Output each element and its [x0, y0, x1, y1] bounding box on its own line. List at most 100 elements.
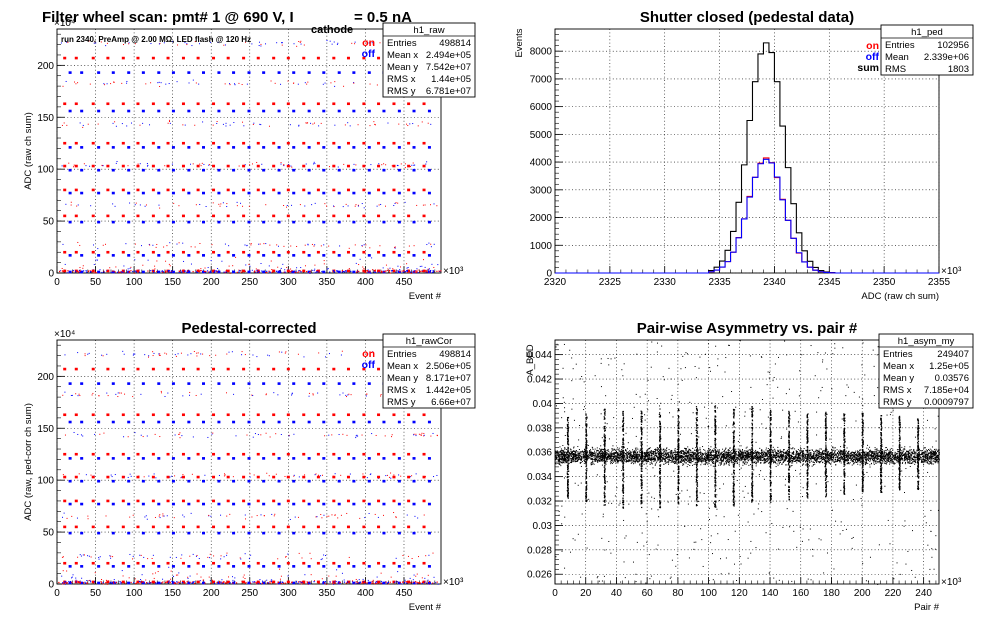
on-cluster — [166, 525, 170, 529]
asym-point — [889, 448, 891, 450]
baseline-point — [114, 582, 116, 584]
sample-point — [151, 557, 153, 559]
off-cluster — [171, 168, 175, 172]
asym-point — [792, 448, 794, 450]
on-cluster — [106, 525, 110, 529]
asym-point — [837, 457, 839, 459]
sample-point — [120, 583, 122, 585]
sample-point — [200, 268, 202, 270]
asym-point — [628, 452, 630, 454]
asym-point — [631, 458, 633, 460]
off-cluster — [397, 220, 401, 224]
on-cluster — [136, 367, 140, 371]
sample-point — [306, 83, 308, 85]
baseline-point — [279, 270, 281, 272]
baseline-point — [316, 270, 318, 273]
asym-point — [854, 455, 856, 457]
y-tick-label: 0.028 — [527, 545, 552, 556]
on-cluster — [181, 452, 185, 456]
asym-point — [571, 450, 573, 452]
baseline-point — [154, 581, 156, 584]
sample-point — [76, 205, 78, 207]
off-cluster — [337, 146, 341, 149]
off-cluster — [322, 146, 326, 149]
asym-point — [813, 459, 815, 461]
baseline-point — [145, 582, 148, 584]
baseline-point — [249, 582, 252, 584]
sample-point — [229, 124, 231, 126]
asym-point — [637, 453, 639, 455]
baseline-point — [266, 270, 268, 272]
y-tick-label: 0.032 — [527, 497, 552, 508]
sample-point — [280, 83, 282, 85]
asym-point — [858, 456, 860, 458]
sample-point — [397, 265, 399, 267]
asym-point — [594, 452, 596, 454]
baseline-point — [394, 581, 396, 583]
on-cluster — [302, 561, 306, 565]
baseline-point — [135, 271, 137, 273]
sample-point — [139, 163, 141, 165]
asym-point — [924, 447, 926, 449]
baseline-point — [416, 271, 418, 273]
stats-box — [382, 22, 476, 98]
sample-point — [341, 572, 343, 574]
asym-point — [867, 448, 869, 450]
asym-point — [606, 458, 608, 460]
sample-point — [235, 435, 237, 437]
asym-point — [556, 454, 558, 456]
asym-point — [864, 458, 866, 460]
off-cluster — [262, 168, 266, 172]
on-cluster — [392, 102, 396, 106]
baseline-point — [371, 582, 373, 585]
sample-point — [346, 434, 348, 436]
baseline-point — [242, 581, 244, 583]
off-cluster — [111, 71, 115, 74]
off-cluster — [68, 420, 72, 424]
sample-point — [153, 352, 155, 354]
asym-point — [617, 452, 619, 454]
baseline-point — [361, 581, 364, 583]
asym-point — [919, 456, 921, 458]
sample-point — [229, 272, 231, 274]
on-cluster — [422, 561, 426, 565]
asym-point — [624, 460, 626, 462]
on-cluster — [181, 250, 185, 254]
x-tick-label: 80 — [672, 588, 684, 599]
asym-point — [903, 451, 905, 453]
on-cluster — [121, 452, 125, 456]
asym-point — [867, 462, 869, 464]
asym-point — [755, 457, 757, 459]
asym-point — [764, 459, 766, 461]
asym-point — [708, 450, 710, 452]
sample-point — [411, 164, 413, 166]
asym-point — [923, 458, 925, 460]
baseline-point — [269, 581, 271, 583]
asym-point — [752, 457, 754, 459]
asym-point — [875, 462, 877, 464]
asym-point — [934, 459, 936, 461]
asym-point — [661, 461, 663, 463]
sample-point — [402, 555, 404, 557]
on-cluster — [377, 452, 381, 456]
on-cluster — [196, 269, 200, 273]
baseline-point — [221, 582, 223, 584]
baseline-point — [206, 270, 209, 272]
on-cluster — [212, 188, 216, 192]
sample-point — [173, 517, 175, 519]
baseline-point — [64, 581, 66, 583]
sample-point — [62, 556, 64, 558]
sample-point — [250, 554, 252, 556]
sample-point — [426, 161, 428, 163]
asym-point — [875, 455, 877, 457]
asym-point — [662, 458, 664, 460]
asym-point — [929, 453, 931, 455]
sample-point — [271, 579, 273, 581]
sample-point — [371, 269, 373, 271]
baseline-point — [419, 270, 421, 273]
sample-point — [156, 243, 158, 245]
sample-point — [105, 579, 107, 581]
on-cluster — [392, 413, 396, 417]
baseline-point — [238, 271, 240, 273]
sample-point — [180, 557, 182, 559]
